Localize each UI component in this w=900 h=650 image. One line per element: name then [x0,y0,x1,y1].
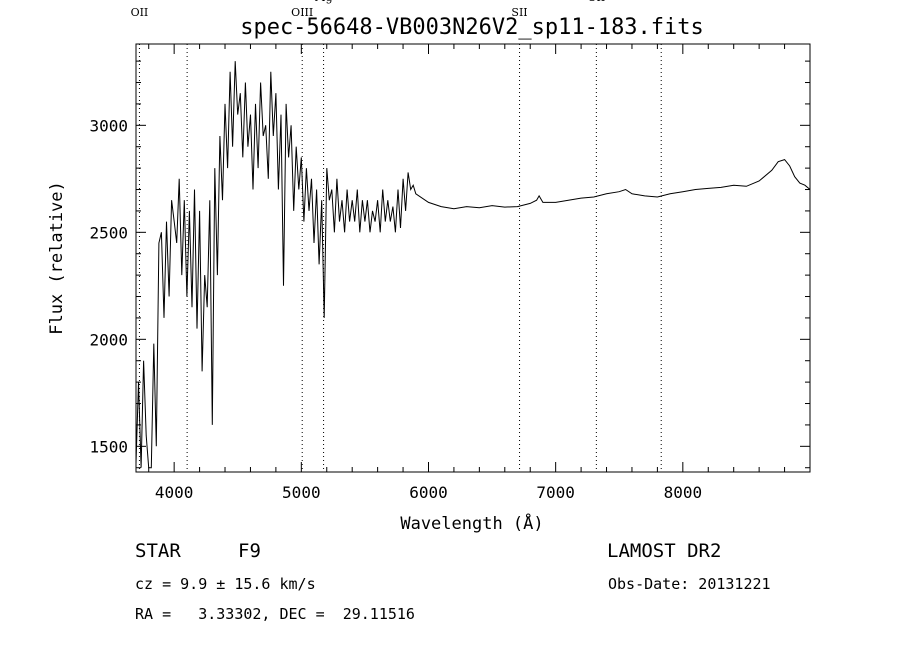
line-label-0: OII [131,6,149,19]
x-tick-label: 5000 [282,483,321,502]
y-tick-label: 2000 [89,330,128,349]
line-label-3: Mg [314,0,332,4]
y-tick-label: 2500 [89,223,128,242]
chart-title: spec-56648-VB003N26V2_sp11-183.fits [240,15,704,40]
axis-ticks [136,44,810,472]
x-tick-label: 6000 [409,483,448,502]
y-tick-label: 3000 [89,116,128,135]
line-label-5: OII [587,0,605,4]
redshift-readout: cz = 9.9 ± 15.6 km/s [135,575,316,593]
spectrum-chart: spec-56648-VB003N26V2_sp11-183.fits OIIH… [47,0,811,534]
x-tick-label: 7000 [536,483,575,502]
plot-frame [135,43,811,473]
x-tick-label: 8000 [664,483,703,502]
spectrum-line [135,61,811,469]
emission-line-markers: OIIHδOIIIMgSIIOIISII [131,0,662,472]
y-tick-labels: 1500 2000 2500 3000 [89,116,128,456]
line-label-2: OIII [291,6,313,19]
survey-name: LAMOST DR2 [607,540,722,562]
coordinates-readout: RA = 3.33302, DEC = 29.11516 [135,605,415,623]
observation-date: Obs-Date: 20131221 [608,575,771,593]
x-axis-label: Wavelength (Å) [400,512,543,534]
x-tick-labels: 4000 5000 6000 7000 8000 [155,483,702,502]
object-subclass: F9 [238,540,261,562]
x-tick-label: 4000 [155,483,194,502]
y-tick-label: 1500 [89,437,128,456]
y-axis-label: Flux (relative) [47,181,67,335]
line-label-4: SII [511,6,527,19]
object-class: STAR [135,540,181,562]
